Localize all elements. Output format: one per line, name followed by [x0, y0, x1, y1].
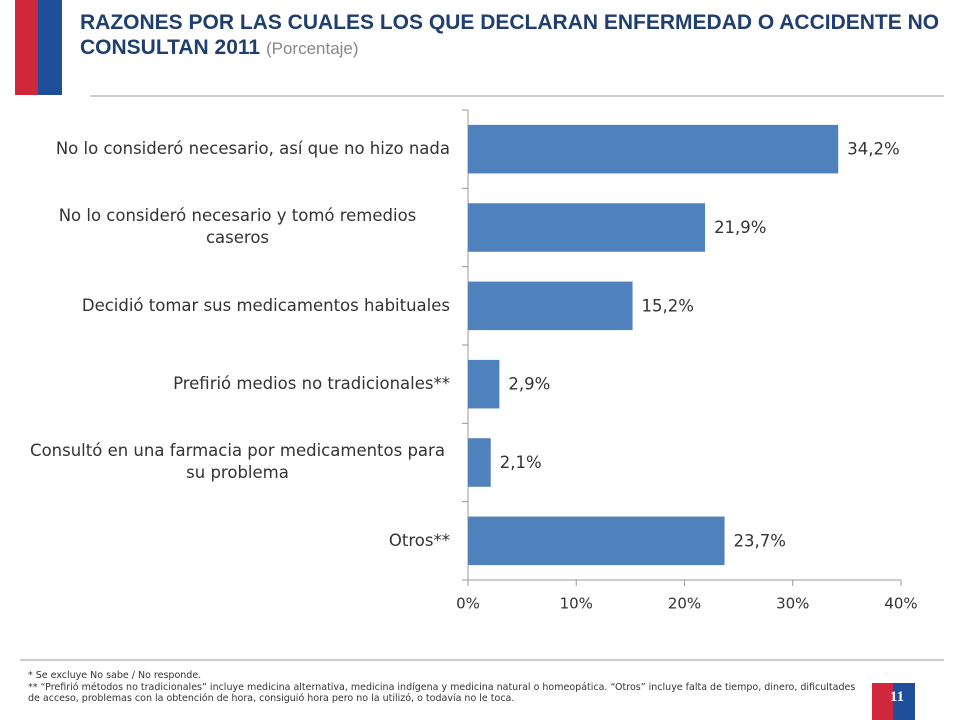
data-label: 2,1% [500, 453, 542, 472]
data-label: 21,9% [714, 218, 766, 237]
category-label-box: Otros** [20, 502, 450, 580]
x-tick-label: 10% [560, 595, 593, 613]
category-label: No lo consideró necesario y tomó remedio… [58, 206, 417, 248]
data-label: 34,2% [847, 140, 899, 159]
x-tick-label: 0% [456, 595, 480, 613]
decor-blue-small [893, 683, 915, 720]
decor-red-small [872, 683, 893, 720]
category-label-box: Prefirió medios no tradicionales** [20, 345, 450, 423]
bar [468, 438, 491, 487]
footnote: * Se excluye No sabe / No responde. [28, 670, 202, 681]
data-label: 15,2% [642, 296, 694, 315]
footnotes: * Se excluye No sabe / No responde. ** “… [28, 670, 868, 705]
page-number: 11 [889, 689, 905, 705]
bar [468, 516, 725, 566]
decor-blue [38, 0, 62, 95]
category-label-box: No lo consideró necesario, así que no hi… [20, 110, 450, 188]
data-label: 23,7% [734, 531, 786, 550]
bar [468, 359, 500, 409]
category-label: Decidió tomar sus medicamentos habituale… [81, 295, 450, 315]
title-block: RAZONES POR LAS CUALES LOS QUE DECLARAN … [80, 10, 950, 61]
category-label-box: Decidió tomar sus medicamentos habituale… [20, 267, 450, 345]
data-label: 2,9% [508, 375, 550, 394]
category-label: Otros** [388, 530, 450, 550]
footnote: ** “Prefirió métodos no tradicionales” i… [28, 681, 856, 705]
bar [468, 124, 839, 174]
x-tick-label: 20% [668, 595, 701, 613]
category-label-box: Consultó en una farmacia por medicamento… [20, 423, 450, 501]
x-tick-label: 40% [884, 595, 917, 613]
chart-title: RAZONES POR LAS CUALES LOS QUE DECLARAN … [80, 11, 940, 59]
x-tick-label: 30% [776, 595, 809, 613]
category-label: Consultó en una farmacia por medicamento… [30, 441, 445, 483]
decor-red [15, 0, 38, 95]
category-label-box: No lo consideró necesario y tomó remedio… [20, 188, 450, 266]
category-label: No lo consideró necesario, así que no hi… [55, 139, 450, 159]
bar [468, 281, 633, 331]
category-label: Prefirió medios no tradicionales** [173, 374, 450, 394]
bar [468, 203, 706, 252]
chart-subtitle: (Porcentaje) [265, 39, 359, 58]
